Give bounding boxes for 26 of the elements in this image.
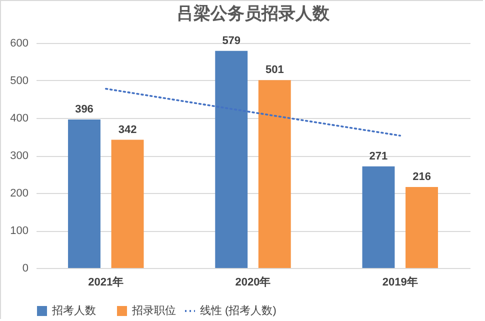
data-label: 579: [222, 34, 241, 47]
bar: [362, 166, 395, 268]
y-tick-label: 600: [10, 38, 28, 50]
bar: [258, 80, 291, 268]
y-tick-label: 100: [10, 225, 28, 237]
data-label: 501: [265, 64, 284, 76]
data-label: 271: [369, 150, 388, 162]
legend-label: 招录职位: [131, 305, 176, 317]
data-label: 342: [118, 124, 137, 136]
y-tick-label: 0: [22, 262, 28, 274]
data-label: 396: [75, 104, 94, 116]
bar: [406, 187, 438, 268]
bar: [68, 120, 100, 268]
bar: [215, 50, 248, 268]
chart-title: 吕梁公务员招录人数: [176, 4, 330, 23]
x-tick-label: 2020年: [235, 276, 271, 288]
x-tick-label: 2019年: [382, 276, 418, 288]
y-tick-label: 200: [10, 188, 28, 200]
x-tick-label: 2021年: [88, 276, 124, 288]
data-label: 216: [412, 171, 431, 183]
y-tick-label: 300: [10, 150, 28, 162]
y-tick-label: 400: [10, 112, 28, 124]
y-tick-label: 500: [10, 75, 28, 87]
legend-label: 线性 (招考人数): [200, 304, 276, 317]
bar: [111, 140, 144, 268]
legend-label: 招考人数: [51, 304, 96, 317]
